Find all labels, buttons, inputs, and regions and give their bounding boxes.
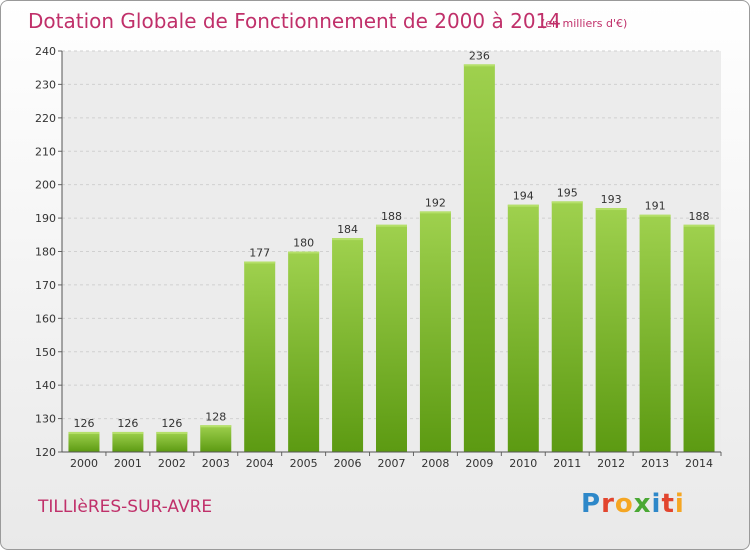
- value-label-2003: 128: [205, 410, 226, 423]
- value-label-2013: 191: [645, 200, 666, 213]
- bar-highlight: [156, 431, 188, 434]
- value-label-2005: 180: [293, 237, 314, 250]
- bar-2006: [332, 238, 364, 452]
- x-tick-label-2002: 2002: [158, 457, 186, 470]
- x-tick-label-2012: 2012: [597, 457, 625, 470]
- y-tick-label: 200: [35, 179, 56, 192]
- x-tick-label-2009: 2009: [465, 457, 493, 470]
- x-tick-label-2000: 2000: [70, 457, 98, 470]
- value-label-2012: 193: [601, 193, 622, 206]
- bar-highlight: [244, 261, 276, 264]
- x-tick-label-2003: 2003: [202, 457, 230, 470]
- y-tick-label: 230: [35, 78, 56, 91]
- x-tick-label-2014: 2014: [685, 457, 713, 470]
- proxiti-logo: Proxiti: [581, 489, 685, 519]
- chart-subtitle: (en milliers d'€): [541, 17, 628, 30]
- value-label-2006: 184: [337, 223, 358, 236]
- bar-2008: [419, 211, 451, 452]
- y-tick-label: 150: [35, 346, 56, 359]
- y-tick-label: 170: [35, 279, 56, 292]
- x-tick-label-2001: 2001: [114, 457, 142, 470]
- bar-2010: [507, 204, 539, 452]
- bar-highlight: [595, 208, 627, 211]
- bar-highlight: [683, 224, 715, 227]
- y-tick-label: 180: [35, 246, 56, 259]
- bar-highlight: [332, 238, 364, 241]
- city-name: TILLIèRES-SUR-AVRE: [38, 497, 213, 517]
- bar-2009: [463, 64, 495, 452]
- x-tick-label-2007: 2007: [378, 457, 406, 470]
- x-tick-label-2010: 2010: [509, 457, 537, 470]
- y-tick-label: 130: [35, 413, 56, 426]
- x-tick-label-2004: 2004: [246, 457, 274, 470]
- bar-2014: [683, 224, 715, 452]
- value-label-2001: 126: [117, 417, 138, 430]
- bar-highlight: [200, 425, 232, 428]
- x-tick-label-2006: 2006: [334, 457, 362, 470]
- bar-highlight: [112, 431, 144, 434]
- bar-2001: [112, 431, 144, 452]
- bar-2000: [68, 431, 100, 452]
- bar-2012: [595, 208, 627, 452]
- bar-highlight: [419, 211, 451, 214]
- bar-highlight: [68, 431, 100, 434]
- bar-highlight: [463, 64, 495, 67]
- value-label-2010: 194: [513, 190, 534, 203]
- bar-2013: [639, 214, 671, 452]
- x-tick-label-2011: 2011: [553, 457, 581, 470]
- x-tick-label-2013: 2013: [641, 457, 669, 470]
- value-label-2000: 126: [73, 417, 94, 430]
- value-label-2009: 236: [469, 49, 490, 62]
- bar-highlight: [551, 201, 583, 204]
- y-tick-label: 120: [35, 446, 56, 459]
- value-label-2011: 195: [557, 186, 578, 199]
- y-tick-label: 190: [35, 212, 56, 225]
- value-label-2007: 188: [381, 210, 402, 223]
- bar-highlight: [288, 251, 320, 254]
- value-label-2004: 177: [249, 247, 270, 260]
- value-label-2014: 188: [689, 210, 710, 223]
- value-label-2002: 126: [161, 417, 182, 430]
- y-tick-label: 140: [35, 379, 56, 392]
- chart-title: Dotation Globale de Fonctionnement de 20…: [28, 9, 561, 33]
- y-tick-label: 240: [35, 45, 56, 58]
- value-label-2008: 192: [425, 196, 446, 209]
- bar-highlight: [639, 214, 671, 217]
- bar-2003: [200, 425, 232, 452]
- bar-highlight: [376, 224, 407, 227]
- bar-2007: [376, 224, 407, 452]
- bar-2005: [288, 251, 320, 452]
- bar-2004: [244, 261, 276, 452]
- bar-2011: [551, 201, 583, 452]
- bar-highlight: [507, 204, 539, 207]
- bar-2002: [156, 431, 188, 452]
- y-tick-label: 160: [35, 312, 56, 325]
- y-tick-label: 220: [35, 112, 56, 125]
- x-tick-label-2008: 2008: [421, 457, 449, 470]
- y-tick-label: 210: [35, 145, 56, 158]
- x-tick-label-2005: 2005: [290, 457, 318, 470]
